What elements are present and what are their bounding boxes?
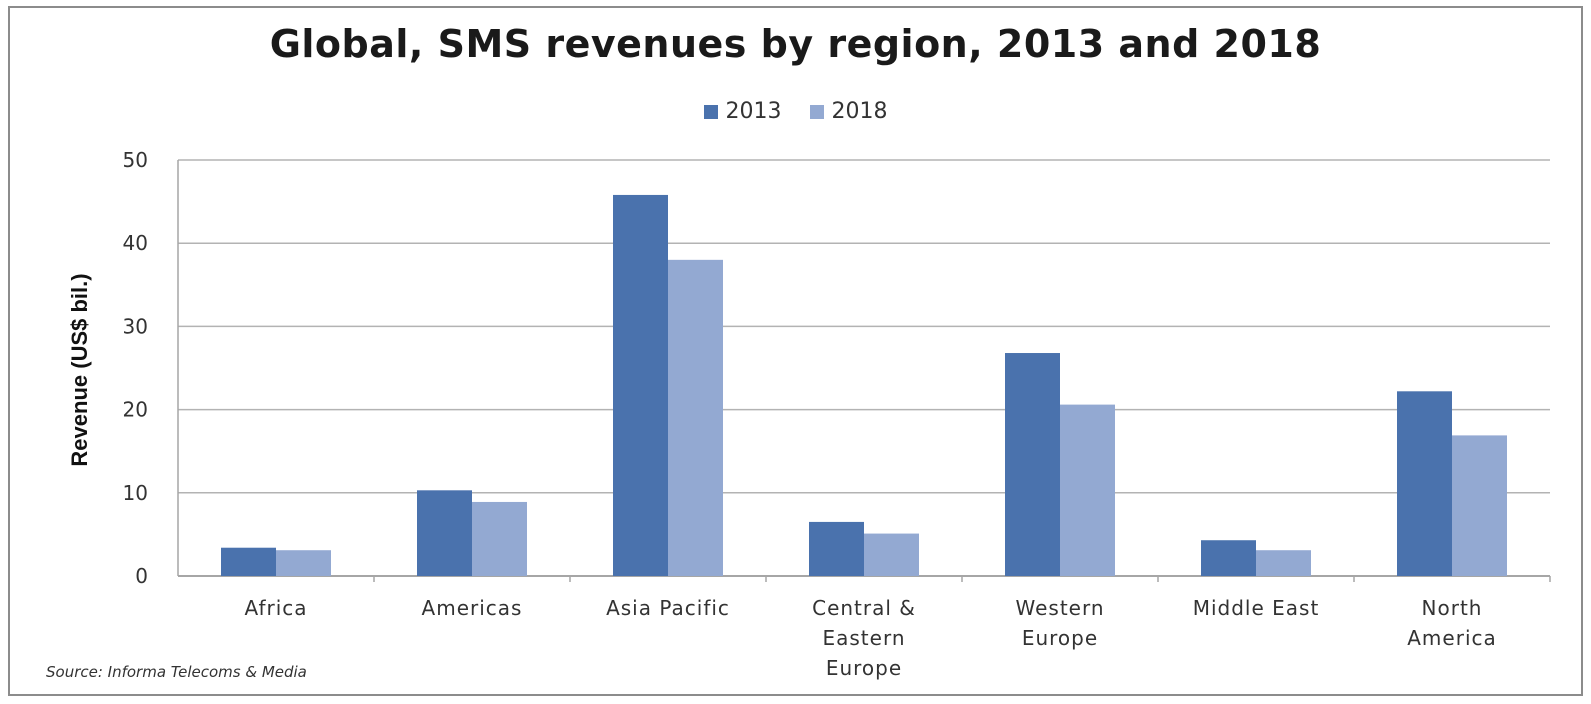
- y-tick-label: 40: [123, 231, 148, 255]
- x-tick-label: Eastern: [822, 626, 905, 650]
- legend-label-2018: 2018: [831, 99, 888, 124]
- x-tick-label: North: [1422, 596, 1483, 620]
- x-tick-label: Europe: [826, 656, 902, 680]
- bar-2018-1: [472, 501, 527, 576]
- bar-2018-5: [1256, 550, 1311, 576]
- x-tick-label: Europe: [1022, 626, 1098, 650]
- chart-legend: 2013 2018: [0, 99, 1591, 124]
- bar-2018-6: [1452, 435, 1507, 576]
- chart-frame: [8, 6, 1583, 696]
- y-tick-label: 50: [123, 148, 148, 172]
- bar-2013-2: [613, 194, 668, 576]
- bar-2013-6: [1397, 391, 1452, 576]
- x-tick-label: America: [1407, 626, 1497, 650]
- x-tick-label: Asia Pacific: [606, 596, 730, 620]
- bar-2018-2: [668, 259, 723, 576]
- bar-2018-3: [864, 533, 919, 576]
- x-tick-label: Africa: [244, 596, 307, 620]
- bar-2013-0: [221, 547, 276, 576]
- legend-label-2013: 2013: [725, 99, 782, 124]
- legend-swatch-2018: [809, 104, 824, 119]
- x-tick-label: Middle East: [1193, 596, 1320, 620]
- chart-title: Global, SMS revenues by region, 2013 and…: [269, 22, 1322, 66]
- bar-2013-4: [1005, 353, 1060, 576]
- source-note: Source: Informa Telecoms & Media: [46, 663, 307, 681]
- bar-2013-1: [417, 490, 472, 576]
- x-tick-label: Central &: [812, 596, 916, 620]
- x-tick-label: Americas: [422, 596, 523, 620]
- x-tick-label: Western: [1015, 596, 1104, 620]
- bar-2013-3: [809, 521, 864, 576]
- bar-2018-4: [1060, 404, 1115, 576]
- bar-2018-0: [276, 550, 331, 576]
- bar-2013-5: [1201, 540, 1256, 576]
- y-tick-label: 0: [135, 564, 148, 588]
- legend-item-2013: 2013: [703, 99, 782, 124]
- y-tick-label: 30: [123, 314, 148, 338]
- y-tick-label: 20: [123, 398, 148, 422]
- legend-swatch-2013: [703, 104, 718, 119]
- y-tick-label: 10: [123, 481, 148, 505]
- legend-item-2018: 2018: [809, 99, 888, 124]
